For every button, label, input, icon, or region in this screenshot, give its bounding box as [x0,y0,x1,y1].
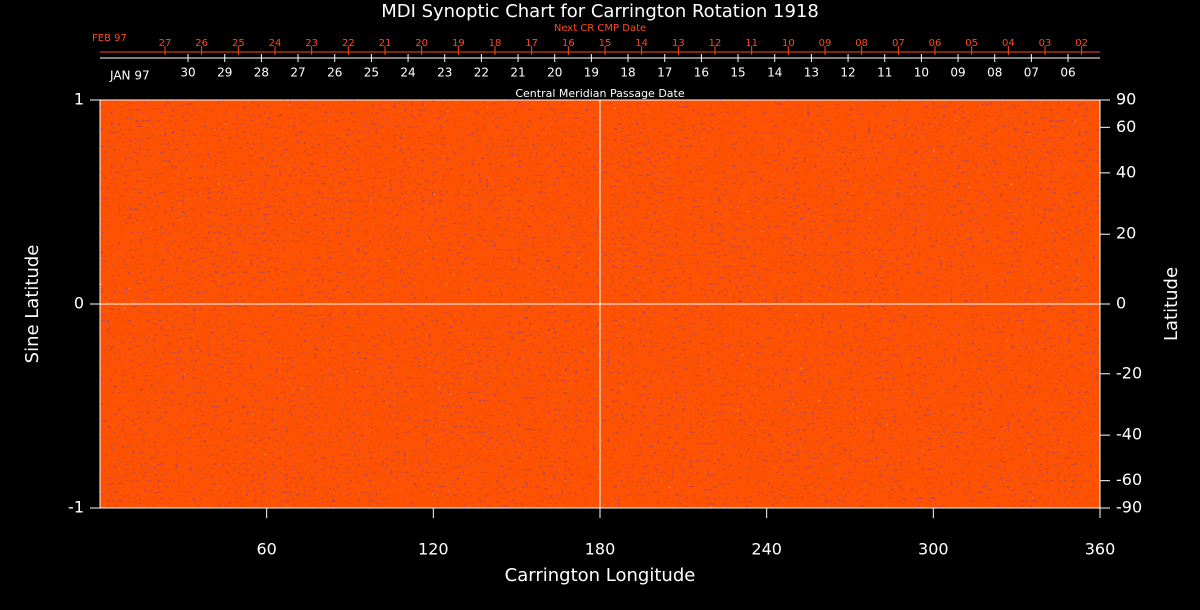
cmp-tick-label: 23 [437,66,452,80]
cmp-tick-label: 12 [840,66,855,80]
next-cmp-tick-label: 27 [159,38,172,49]
x-axis-label: Carrington Longitude [505,565,696,586]
y-axis-label: Sine Latitude [22,245,43,364]
cmp-label: Central Meridian Passage Date [515,87,684,100]
cmp-tick-label: 08 [987,66,1002,80]
cmp-tick-label: 13 [804,66,819,80]
next-cmp-tick-label: 18 [489,38,502,49]
x-tick-label: 360 [1085,540,1116,559]
y2-tick-label: -40 [1116,425,1142,444]
y-tick-label: -1 [68,498,84,517]
next-cmp-tick-label: 15 [599,38,612,49]
y2-tick-label: -60 [1116,470,1142,489]
y2-tick-label: 20 [1116,224,1136,243]
cmp-tick-label: 18 [620,66,635,80]
next-cmp-tick-label: 06 [929,38,942,49]
next-cmp-start: FEB 97 [92,33,127,44]
y2-tick-label: 90 [1116,90,1136,109]
next-cmp-tick-label: 13 [672,38,685,49]
y2-tick-label: -20 [1116,363,1142,382]
cmp-tick-label: 17 [657,66,672,80]
next-cmp-tick-label: 20 [415,38,428,49]
cmp-tick-label: 16 [694,66,709,80]
cmp-start: JAN 97 [109,69,150,83]
next-cmp-tick-label: 02 [1075,38,1088,49]
x-tick-label: 240 [751,540,782,559]
x-tick-label: 60 [256,540,276,559]
cmp-tick-label: 15 [730,66,745,80]
cmp-tick-label: 29 [217,66,232,80]
cmp-tick-label: 26 [327,66,342,80]
x-tick-label: 180 [585,540,616,559]
x-tick-label: 120 [418,540,449,559]
next-cmp-label: Next CR CMP Date [554,23,646,34]
cmp-tick-label: 11 [877,66,892,80]
next-cmp-tick-label: 08 [855,38,868,49]
cmp-tick-label: 27 [290,66,305,80]
next-cmp-tick-label: 17 [525,38,538,49]
next-cmp-tick-label: 04 [1002,38,1015,49]
y2-tick-label: 0 [1116,294,1126,313]
cmp-tick-label: 30 [180,66,195,80]
next-cmp-tick-label: 21 [379,38,392,49]
next-cmp-tick-label: 22 [342,38,355,49]
y2-tick-label: -90 [1116,498,1142,517]
cmp-tick-label: 19 [584,66,599,80]
next-cmp-tick-label: 24 [269,38,282,49]
next-cmp-tick-label: 11 [745,38,758,49]
next-cmp-tick-label: 10 [782,38,795,49]
cmp-tick-label: 22 [474,66,489,80]
cmp-tick-label: 21 [510,66,525,80]
next-cmp-tick-label: 16 [562,38,575,49]
next-cmp-tick-label: 19 [452,38,465,49]
cmp-tick-label: 06 [1060,66,1075,80]
y2-tick-label: 40 [1116,162,1136,181]
y-tick-label: 0 [74,294,84,313]
cmp-tick-label: 07 [1024,66,1039,80]
cmp-tick-label: 20 [547,66,562,80]
next-cmp-tick-label: 09 [819,38,832,49]
chart-title: MDI Synoptic Chart for Carrington Rotati… [381,1,819,22]
next-cmp-tick-label: 07 [892,38,905,49]
y2-tick-label: 60 [1116,117,1136,136]
cmp-tick-label: 09 [950,66,965,80]
cmp-tick-label: 14 [767,66,782,80]
next-cmp-tick-label: 05 [965,38,978,49]
next-cmp-tick-label: 26 [195,38,208,49]
next-cmp-tick-label: 25 [232,38,245,49]
next-cmp-tick-label: 23 [305,38,318,49]
x-tick-label: 300 [918,540,949,559]
y2-axis-label: Latitude [1161,267,1182,341]
y-tick-label: 1 [74,90,84,109]
next-cmp-tick-label: 14 [635,38,648,49]
cmp-tick-label: 10 [914,66,929,80]
cmp-tick-label: 24 [400,66,415,80]
next-cmp-tick-label: 03 [1039,38,1052,49]
next-cmp-tick-label: 12 [709,38,722,49]
cmp-tick-label: 28 [254,66,269,80]
cmp-tick-label: 25 [364,66,379,80]
